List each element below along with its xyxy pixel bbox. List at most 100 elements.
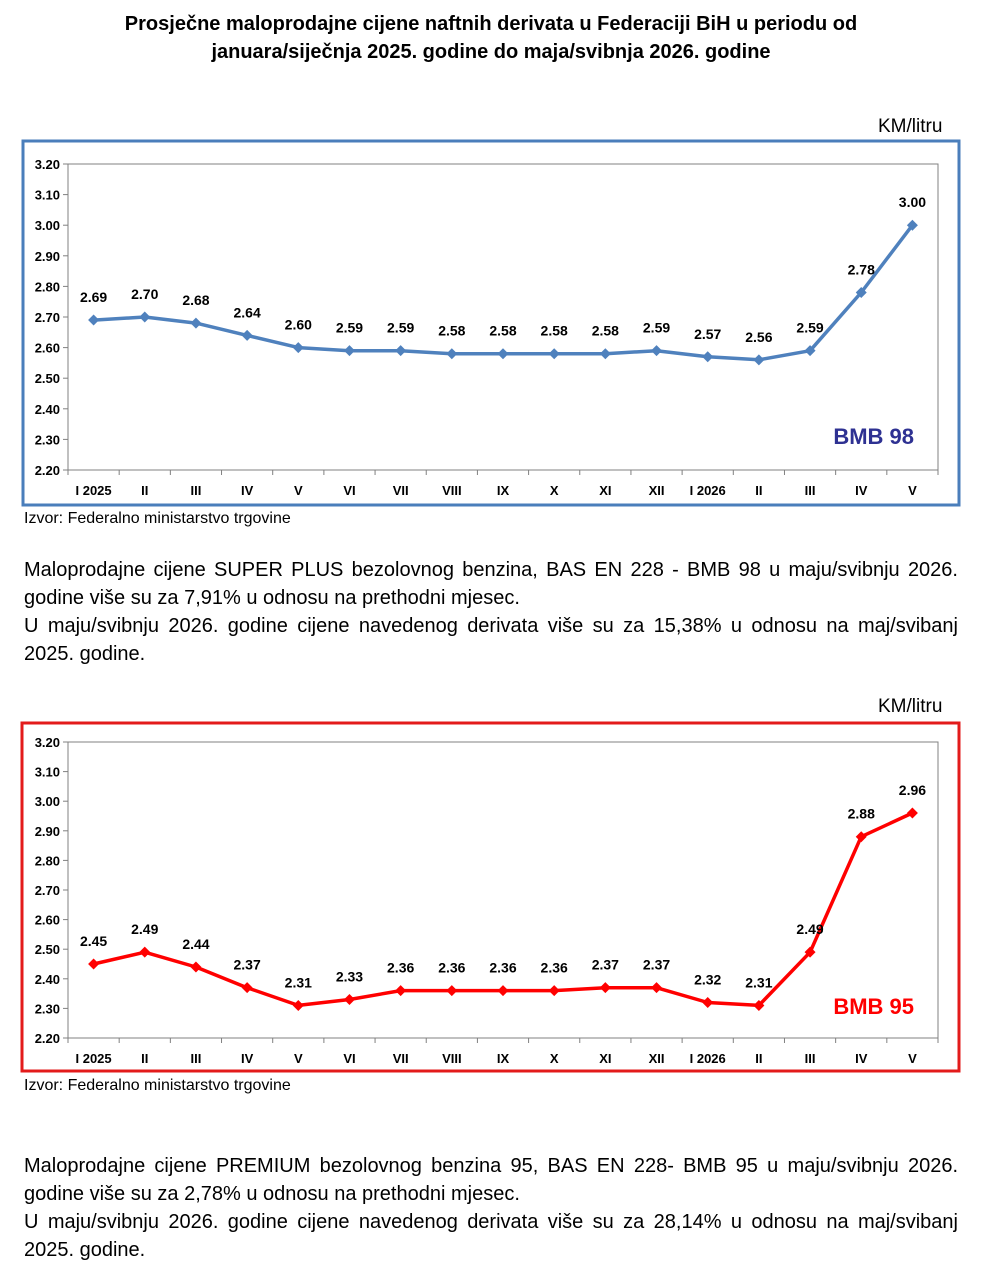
x-tick-label: I 2026	[690, 1051, 726, 1066]
data-point	[855, 287, 867, 299]
data-label: 2.64	[233, 304, 260, 320]
chart1-source: Izvor: Federalno ministarstvo trgovine	[24, 510, 291, 527]
x-tick-label: V	[908, 483, 917, 498]
data-label: 2.32	[694, 971, 721, 987]
data-label: 2.37	[233, 957, 260, 973]
x-tick-label: XII	[649, 1051, 665, 1066]
data-label: 2.57	[694, 326, 721, 342]
data-point	[651, 345, 663, 357]
data-point	[395, 985, 407, 997]
data-label: 2.33	[336, 969, 363, 985]
data-label: 2.37	[643, 957, 670, 973]
y-tick-label: 2.80	[35, 279, 60, 294]
data-point	[241, 329, 253, 341]
x-tick-label: IX	[497, 483, 510, 498]
plot-area	[67, 163, 939, 471]
x-tick-label: I 2026	[690, 483, 726, 498]
x-tick-label: I 2025	[76, 483, 112, 498]
data-point	[139, 946, 151, 958]
data-label: 2.96	[899, 782, 926, 798]
y-tick-label: 2.90	[35, 249, 60, 264]
y-tick-label: 2.20	[35, 1031, 60, 1046]
data-label: 2.58	[592, 323, 619, 339]
x-tick-label: II	[141, 483, 148, 498]
paragraph-bmb98-sentence-1: Maloprodajne cijene SUPER PLUS bezolovno…	[24, 559, 958, 609]
x-tick-label: VII	[393, 483, 409, 498]
data-label: 2.68	[182, 292, 209, 308]
data-label: 2.59	[387, 320, 414, 336]
x-tick-label: III	[805, 483, 816, 498]
paragraph-bmb98-sentence-2: U maju/svibnju 2026. godine cijene naved…	[24, 615, 958, 665]
series-line	[93, 811, 914, 1008]
data-point	[241, 982, 253, 994]
x-tick-label: IV	[241, 483, 254, 498]
data-point	[599, 348, 611, 360]
data-point	[906, 219, 918, 231]
y-tick-label: 2.60	[35, 341, 60, 356]
y-tick-label: 3.10	[35, 765, 60, 780]
x-tick-label: VIII	[442, 1051, 462, 1066]
chart2-source: Izvor: Federalno ministarstvo trgovine	[24, 1077, 291, 1094]
data-point	[548, 348, 560, 360]
chart-frame	[21, 139, 961, 507]
x-tick-label: XI	[599, 1051, 611, 1066]
x-tick-label: II	[755, 483, 762, 498]
data-point	[190, 961, 202, 973]
y-tick-label: 2.50	[35, 371, 60, 386]
data-label: 2.44	[182, 936, 209, 952]
data-label: 2.36	[438, 960, 465, 976]
data-label: 2.36	[489, 960, 516, 976]
x-tick-label: VII	[393, 1051, 409, 1066]
x-tick-label: XI	[599, 483, 611, 498]
x-tick-label: X	[550, 1051, 559, 1066]
data-point	[702, 351, 714, 363]
chart2-unit-label: KM/litru	[878, 696, 943, 717]
y-tick-label: 2.50	[35, 942, 60, 957]
x-tick-label: X	[550, 483, 559, 498]
data-label: 2.49	[131, 921, 158, 937]
data-point	[855, 831, 867, 843]
data-point	[497, 348, 509, 360]
x-tick-label: VI	[343, 1051, 355, 1066]
data-label: 2.37	[592, 957, 619, 973]
y-tick-label: 3.20	[35, 157, 60, 172]
data-label: 2.36	[541, 960, 568, 976]
paragraph-bmb95-sentence-1: Maloprodajne cijene PREMIUM bezolovnog b…	[24, 1155, 958, 1205]
y-tick-label: 2.70	[35, 883, 60, 898]
data-point	[343, 994, 355, 1006]
x-tick-label: II	[141, 1051, 148, 1066]
data-point	[804, 345, 816, 357]
x-tick-label: IV	[855, 1051, 868, 1066]
x-tick-label: III	[191, 483, 202, 498]
x-tick-label: IX	[497, 1051, 510, 1066]
chart1-unit-label: KM/litru	[878, 116, 943, 137]
data-point	[753, 999, 765, 1011]
data-point	[395, 345, 407, 357]
y-tick-label: 3.10	[35, 188, 60, 203]
paragraph-bmb95-sentence-2: U maju/svibnju 2026. godine cijene naved…	[24, 1211, 958, 1261]
data-label: 2.56	[745, 329, 772, 345]
y-tick-label: 2.20	[35, 463, 60, 478]
title-line-2: januara/siječnja 2025. godine do maja/sv…	[211, 41, 771, 63]
data-label: 3.00	[899, 194, 926, 210]
chart-bmb98-svg: 3.20 3.10 3.00 2.90 2.80 2.70 2.60 2.50 2.40 2.30…	[21, 139, 961, 507]
x-tick-label: V	[294, 1051, 303, 1066]
data-point	[343, 345, 355, 357]
data-point	[497, 985, 509, 997]
data-label: 2.31	[745, 974, 772, 990]
paragraph-bmb98: Maloprodajne cijene SUPER PLUS bezolovno…	[24, 556, 958, 668]
data-point	[88, 314, 100, 326]
x-tick-label: IV	[855, 483, 868, 498]
x-tick-label: III	[805, 1051, 816, 1066]
x-tick-label: I 2025	[76, 1051, 112, 1066]
y-tick-label: 3.00	[35, 794, 60, 809]
x-tick-label: IV	[241, 1051, 254, 1066]
data-label: 2.59	[336, 320, 363, 336]
chart-frame	[20, 721, 961, 1073]
data-point	[651, 982, 663, 994]
data-label: 2.69	[80, 289, 107, 305]
y-tick-label: 2.30	[35, 1001, 60, 1016]
data-label: 2.45	[80, 933, 107, 949]
data-label: 2.49	[796, 921, 823, 937]
y-tick-label: 2.60	[35, 913, 60, 928]
